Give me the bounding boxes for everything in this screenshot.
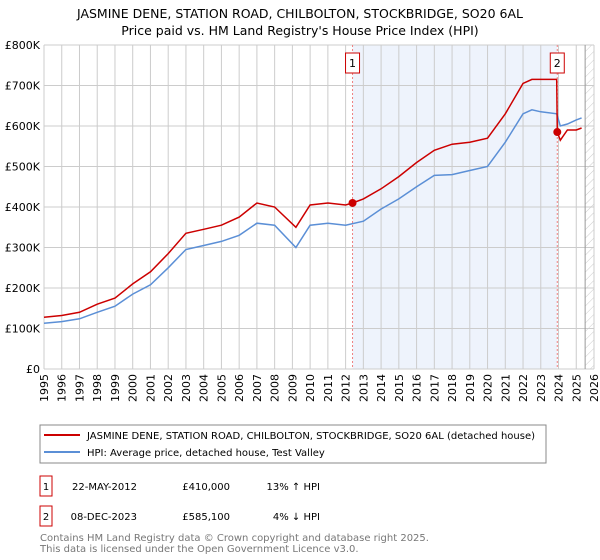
footer-copyright: Contains HM Land Registry data © Crown c…: [40, 533, 429, 544]
y-tick-label: £800K: [5, 39, 41, 52]
x-tick-label: 2011: [322, 374, 335, 402]
transaction-badge: [39, 475, 53, 497]
chart-title: JASMINE DENE, STATION ROAD, CHILBOLTON, …: [76, 6, 523, 21]
x-tick-label: 1997: [73, 374, 86, 402]
y-tick-label: £400K: [5, 201, 41, 214]
legend-label-property: JASMINE DENE, STATION ROAD, CHILBOLTON, …: [86, 431, 535, 442]
x-tick-label: 2008: [269, 374, 282, 402]
sale-point: [348, 198, 357, 207]
legend-box: [39, 424, 547, 464]
footer-licence: This data is licensed under the Open Gov…: [39, 544, 359, 555]
x-tick-label: 1999: [109, 374, 122, 402]
x-tick-label: 2015: [393, 374, 406, 402]
y-tick-label: £500K: [5, 161, 41, 174]
y-tick-label: £300K: [5, 242, 41, 255]
transaction-price: £410,000: [182, 482, 230, 493]
x-tick-label: 1998: [91, 374, 104, 402]
x-tick-label: 2000: [127, 374, 140, 402]
x-tick-label: 2020: [482, 374, 495, 402]
y-tick-label: £100K: [5, 323, 41, 336]
x-tick-label: 2017: [428, 374, 441, 402]
x-tick-label: 2018: [446, 374, 459, 402]
marker-badge: [345, 52, 361, 74]
transaction-row: 1 22-MAY-2012 £410,000 13% ↑ HPI: [39, 475, 320, 497]
x-tick-label: 2021: [499, 374, 512, 402]
x-tick-label: 2005: [215, 374, 228, 402]
x-tick-label: 2023: [535, 374, 548, 402]
transaction-price: £585,100: [182, 512, 230, 523]
legend-label-hpi: HPI: Average price, detached house, Test…: [87, 448, 325, 459]
x-tick-label: 2025: [570, 374, 583, 402]
transaction-date: 08-DEC-2023: [71, 512, 137, 523]
x-tick-label: 2006: [233, 374, 246, 402]
x-tick-label: 2022: [517, 374, 530, 402]
hpi-line: [43, 109, 582, 324]
transaction-badge: [39, 505, 53, 527]
x-tick-label: 2007: [251, 374, 264, 402]
x-tick-label: 2013: [357, 374, 370, 402]
x-tick-label: 2014: [375, 374, 388, 402]
transaction-num: 2: [43, 512, 49, 523]
transaction-num: 1: [43, 482, 49, 493]
x-tick-label: 2024: [553, 374, 566, 402]
transaction-row: 2 08-DEC-2023 £585,100 4% ↓ HPI: [39, 505, 320, 527]
x-tick-label: 2016: [411, 374, 424, 402]
marker-label: 2: [554, 57, 561, 70]
x-tick-label: 1995: [38, 374, 51, 402]
y-tick-label: £0: [26, 363, 40, 376]
transaction-hpi: 13% ↑ HPI: [267, 482, 320, 493]
x-tick-label: 2001: [144, 374, 157, 402]
x-tick-label: 2009: [286, 374, 299, 402]
chart-subtitle: Price paid vs. HM Land Registry's House …: [121, 23, 478, 38]
x-tick-label: 2010: [304, 374, 317, 402]
x-tick-label: 2003: [180, 374, 193, 402]
transaction-hpi: 4% ↓ HPI: [273, 512, 320, 523]
y-tick-label: £700K: [5, 80, 41, 93]
x-tick-label: 2002: [162, 374, 175, 402]
x-tick-label: 1996: [56, 374, 69, 402]
x-tick-label: 2019: [464, 374, 477, 402]
marker-badge: [549, 52, 565, 74]
x-tick-label: 2012: [340, 374, 353, 402]
y-tick-label: £200K: [5, 282, 41, 295]
transaction-date: 22-MAY-2012: [72, 482, 137, 493]
x-tick-label: 2004: [198, 374, 211, 402]
sale-point: [553, 128, 562, 137]
x-tick-label: 2026: [588, 374, 600, 402]
y-tick-label: £600K: [5, 120, 41, 133]
marker-label: 1: [349, 57, 356, 70]
